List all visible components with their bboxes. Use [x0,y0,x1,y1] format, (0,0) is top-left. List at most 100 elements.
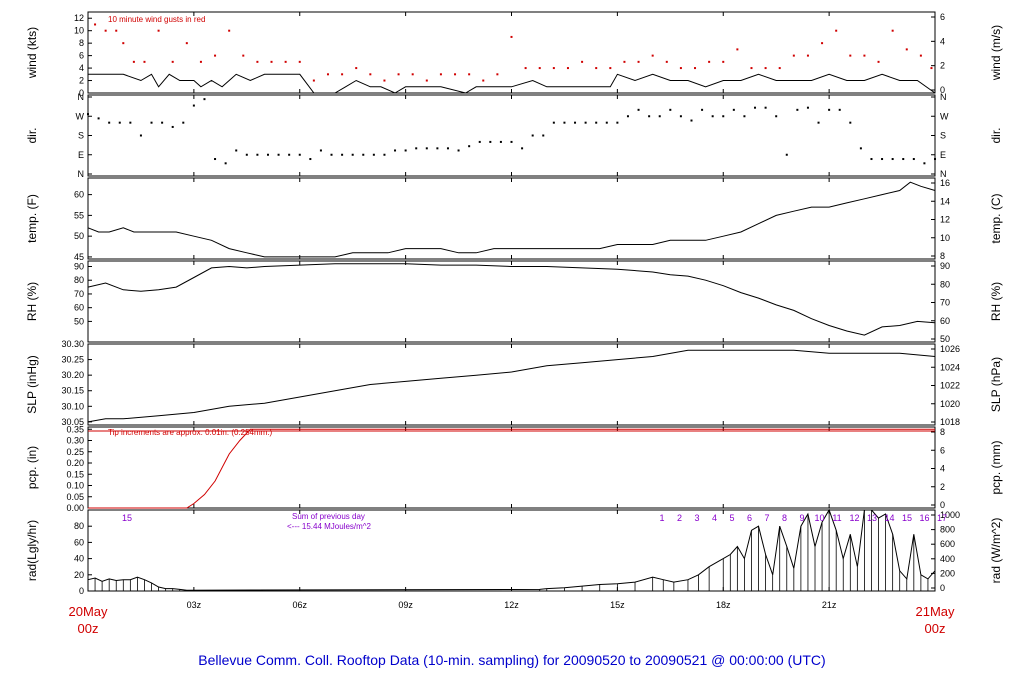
gust-point [595,67,598,70]
x-tick-label: 09z [398,600,413,610]
left-tick-label: 0.30 [66,436,84,446]
direction-point [266,153,269,156]
rad-sum-annotation: Sum of previous day [292,512,365,521]
gust-point [122,42,125,45]
hour-marker: 12 [849,513,859,523]
right-tick-label: 2 [940,61,945,71]
direction-point [203,98,206,101]
gust-point [326,73,329,76]
left-tick-label: 30.10 [61,401,84,411]
left-axis-label: rad(Lgly/hr) [25,520,39,581]
direction-point [150,121,153,124]
x-tick-label: 03z [187,600,202,610]
direction-point [97,117,100,120]
panel-rh: 50 60 70 80 90 50 60 70 80 90 RH (%) RH (%) [25,260,1003,344]
right-tick-label: 0 [940,85,945,95]
gust-point [919,54,922,57]
panel-frame [87,343,936,426]
left-tick-label: 0.05 [66,492,84,502]
gust-point [863,54,866,57]
left-tick-label: 8 [79,38,84,48]
gust-point [199,60,202,63]
gust-point [425,79,428,82]
gust-point [510,35,513,38]
left-axis-label: SLP (inHg) [25,355,39,413]
gust-point [439,73,442,76]
right-tick-label: N [940,92,947,102]
gust-point [341,73,344,76]
right-tick-label: 8 [940,427,945,437]
right-axis-label: SLP (hPa) [989,357,1003,412]
left-tick-label: 0.15 [66,469,84,479]
right-tick-label: 6 [940,445,945,455]
left-tick-label: W [76,111,85,121]
gust-point [835,29,838,32]
gust-point [411,73,414,76]
gust-point [397,73,400,76]
right-axis-label: dir. [989,127,1003,143]
direction-point [224,162,227,165]
direction-point [701,108,704,111]
hour-marker: 14 [884,513,894,523]
gust-point [679,67,682,70]
left-tick-label: 40 [74,554,84,564]
right-tick-label: W [940,111,949,121]
direction-point [754,106,757,109]
left-tick-label: 12 [74,13,84,23]
gust-point [806,54,809,57]
right-tick-label: 6 [940,12,945,22]
wind-speed-line [88,73,936,94]
gust-point [496,73,499,76]
right-tick-label: 0 [940,500,945,510]
left-tick-label: N [78,169,85,179]
right-tick-label: 4 [940,464,945,474]
direction-point [129,121,132,124]
direction-point [499,140,502,143]
gust-point [905,48,908,51]
left-tick-label: 30.25 [61,355,84,365]
precipitation-line [88,428,935,509]
gust-point [778,67,781,70]
left-tick-label: 30.05 [61,417,84,427]
left-tick-label: 0 [79,88,84,98]
hour-marker: 1 [659,513,664,523]
direction-point [923,162,926,165]
gust-point [722,60,725,63]
direction-point [785,153,788,156]
left-tick-label: 2 [79,76,84,86]
gust-point [228,29,231,32]
hour-marker: 15 [902,513,912,523]
left-tick-label: 0.25 [66,447,84,457]
panel-frame [87,177,936,260]
gust-point [736,48,739,51]
direction-point [330,153,333,156]
gust-point [185,42,188,45]
left-tick-label: 0.20 [66,458,84,468]
right-tick-label: 1024 [940,362,960,372]
direction-point [648,115,651,118]
right-tick-label: 8 [940,251,945,261]
right-axis-label: wind (m/s) [989,25,1003,81]
direction-point [828,108,831,111]
direction-point [690,119,693,122]
gust-point [143,60,146,63]
slp-line [87,349,936,423]
right-tick-label: 70 [940,298,950,308]
right-tick-label: 16 [940,178,950,188]
left-tick-label: 60 [74,190,84,200]
gust-point [355,67,358,70]
right-tick-label: 1018 [940,417,960,427]
gust-point [552,67,555,70]
left-axis-label: wind (kts) [25,27,39,79]
left-tick-label: 0.10 [66,481,84,491]
direction-point [457,149,460,152]
direction-point [362,153,365,156]
direction-point [817,121,820,124]
direction-point [605,121,608,124]
left-tick-label: 80 [74,275,84,285]
left-tick-label: 0.35 [66,424,84,434]
